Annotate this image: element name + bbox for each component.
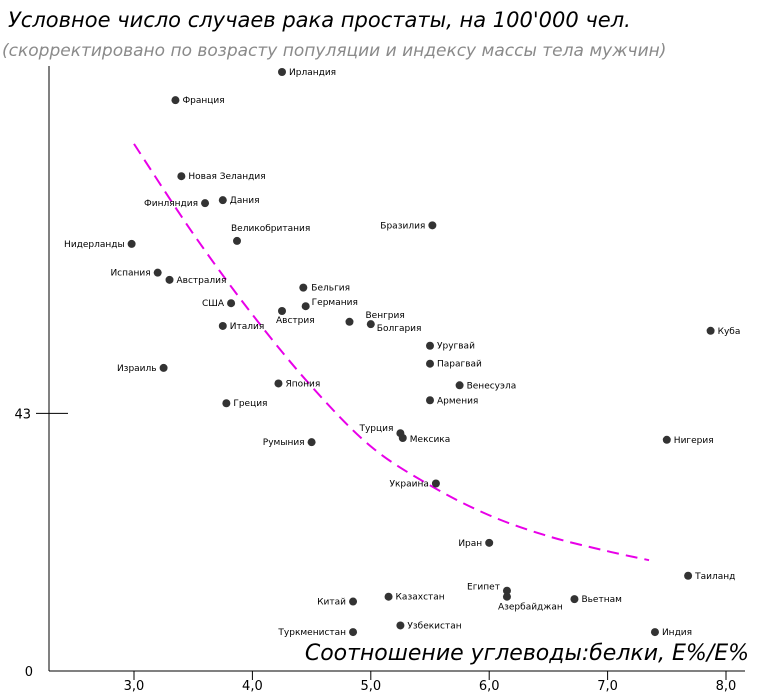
point-label: Уругвай: [437, 342, 475, 352]
data-point: [455, 381, 464, 390]
data-point: [366, 320, 375, 329]
data-point: [201, 199, 210, 208]
point-label: Таиланд: [694, 572, 735, 582]
point-label: Венгрия: [365, 311, 404, 321]
data-point: [159, 363, 168, 372]
point-label: Болгария: [377, 324, 422, 334]
point-label: Германия: [312, 298, 358, 308]
data-point: [153, 268, 162, 277]
point-label: Бразилия: [380, 221, 425, 231]
data-point: [278, 307, 286, 316]
point-label: Парагвай: [437, 360, 482, 370]
point-label: Китай: [317, 598, 346, 608]
point-label: Финляндия: [144, 199, 198, 209]
data-point: [127, 239, 136, 248]
x-tick-label: 6,0: [479, 679, 500, 694]
data-point: [301, 302, 310, 311]
data-point: [428, 221, 437, 230]
data-point: [426, 359, 434, 368]
point-label: Казахстан: [396, 593, 445, 603]
data-point: [650, 628, 659, 637]
data-point: [485, 538, 494, 547]
x-tick-label: 4,0: [242, 679, 263, 694]
data-point: [706, 326, 715, 335]
data-points: Ирландия Франция Новая Зеландия Дания Финлян…: [64, 68, 740, 638]
data-point: [396, 621, 405, 630]
x-tick-label: 3,0: [124, 679, 145, 694]
data-point: [426, 396, 434, 405]
data-point: [426, 341, 434, 350]
data-point: [345, 317, 354, 326]
data-point: [278, 68, 286, 76]
point-label: Турция: [358, 424, 393, 434]
point-label: США: [202, 299, 225, 309]
data-point: [177, 172, 186, 181]
x-tick-label: 5,0: [360, 679, 381, 694]
point-label: Ирландия: [289, 68, 336, 78]
data-point: [227, 299, 236, 308]
data-point: [398, 433, 407, 442]
trend-line: [133, 143, 650, 562]
point-label: Испания: [110, 269, 150, 279]
point-label: Армения: [437, 396, 478, 406]
x-tick-label: 8,0: [716, 679, 737, 694]
point-label: Венесуэла: [467, 381, 517, 391]
data-point: [502, 586, 511, 595]
axes: [48, 66, 745, 672]
data-point: [307, 438, 316, 447]
chart-subtitle: (скорректировано по возрасту популяции и…: [2, 41, 666, 61]
point-label: Израиль: [117, 364, 157, 374]
point-label: Австралия: [177, 276, 227, 286]
point-label: Узбекистан: [407, 621, 461, 631]
point-label: Италия: [230, 322, 265, 332]
point-label: Куба: [718, 327, 741, 337]
x-ticks: 3,0 4,0 5,0 6,0 7,0 8,0: [124, 671, 737, 694]
point-label: Греция: [233, 399, 267, 409]
data-point: [662, 435, 671, 444]
data-point: [684, 571, 693, 580]
point-label: Нигерия: [674, 436, 714, 446]
y-tick-label: 43: [14, 407, 31, 422]
data-point: [218, 321, 227, 330]
data-point: [570, 595, 579, 604]
point-label: Япония: [285, 379, 320, 389]
point-label: Бельгия: [311, 284, 350, 294]
point-label: Дания: [230, 196, 260, 206]
point-label: Мексика: [410, 435, 451, 445]
point-label: Египет: [467, 583, 500, 593]
data-point: [165, 275, 174, 284]
x-axis-label: Соотношение углеводы:белки, E%/E%: [305, 641, 749, 666]
point-label: Украина: [390, 480, 429, 490]
data-point: [222, 399, 231, 408]
data-point: [171, 96, 180, 105]
point-label: Индия: [662, 628, 692, 638]
point-label: Новая Зеландия: [188, 172, 265, 182]
chart-title: Условное число случаев рака простаты, на…: [8, 8, 631, 32]
point-label: Вьетнам: [581, 595, 621, 605]
data-point: [218, 196, 227, 205]
point-label: Великобритания: [231, 224, 310, 234]
y-ticks: 0 43: [14, 407, 68, 680]
point-label: Румыния: [263, 438, 305, 448]
data-point: [299, 283, 308, 292]
point-label: Туркменистан: [277, 628, 346, 638]
point-label: Азербайджан: [498, 603, 563, 613]
data-point: [274, 379, 283, 388]
y-tick-label: 0: [25, 665, 33, 680]
point-label: Франция: [182, 96, 224, 106]
point-label: Иран: [458, 539, 482, 549]
data-point: [384, 592, 393, 601]
data-point: [349, 597, 358, 606]
data-point: [233, 236, 242, 245]
point-label: Нидерланды: [64, 240, 125, 250]
data-point: [431, 479, 440, 488]
data-point: [349, 628, 358, 637]
x-tick-label: 7,0: [597, 679, 618, 694]
data-point: [502, 592, 511, 601]
point-label: Австрия: [276, 316, 315, 326]
